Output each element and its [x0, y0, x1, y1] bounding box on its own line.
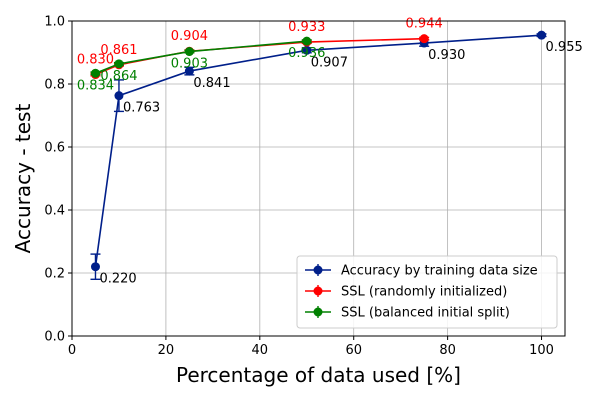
x-tick-label: 40: [252, 343, 269, 358]
y-tick-label: 0.2: [44, 267, 65, 282]
x-tick-label: 80: [439, 343, 456, 358]
data-point: [90, 262, 100, 272]
axis-ticks: 0 20 40 60 80 100 0.0 0.2 0.4 0.6 0.8 1.0: [44, 15, 554, 359]
y-tick-label: 0.8: [44, 78, 65, 93]
legend-box: [296, 255, 558, 329]
x-axis-title: Percentage of data used [%]: [176, 363, 461, 387]
legend-item: SSL (balanced initial split): [305, 306, 510, 321]
series-line: [94, 34, 542, 267]
data-point: [419, 34, 429, 44]
data-label: 0.930: [428, 48, 465, 63]
series-line: [95, 40, 307, 75]
data-point: [184, 66, 194, 76]
data-point: [302, 36, 312, 46]
y-tick-label: 0.0: [44, 330, 65, 345]
y-tick-label: 0.6: [44, 141, 65, 156]
data-point: [114, 59, 124, 69]
x-tick-label: 100: [529, 343, 554, 358]
data-label: 0.864: [100, 69, 137, 84]
x-tick-label: 0: [68, 343, 76, 358]
data-label: 0.904: [171, 29, 208, 44]
data-label: 0.763: [123, 101, 160, 116]
legend: Accuracy by training data size SSL (rando…: [296, 255, 558, 329]
legend-marker: [313, 307, 323, 317]
data-label: 0.841: [193, 76, 230, 91]
data-point: [302, 45, 312, 55]
data-label: 0.220: [99, 272, 136, 287]
legend-marker: [313, 265, 323, 275]
series-1: 0.220 0.763 0.841 0.907 0.930 0.955: [90, 30, 583, 287]
data-label: 0.933: [288, 20, 325, 35]
data-point: [184, 47, 194, 57]
legend-item: Accuracy by training data size: [305, 264, 538, 279]
data-point: [537, 30, 547, 40]
legend-label: SSL (balanced initial split): [341, 306, 510, 321]
legend-label: Accuracy by training data size: [341, 264, 538, 279]
legend-marker: [313, 286, 323, 296]
legend-item: SSL (randomly initialized): [305, 285, 507, 300]
y-tick-label: 1.0: [44, 15, 65, 30]
y-axis-title: Accuracy - test: [11, 104, 35, 254]
legend-label: SSL (randomly initialized): [341, 285, 507, 300]
plot-frame: [71, 20, 566, 337]
data-label: 0.944: [406, 17, 443, 32]
data-label: 0.907: [311, 55, 348, 70]
data-label: 0.903: [171, 57, 208, 72]
y-tick-label: 0.4: [44, 204, 65, 219]
x-tick-label: 60: [345, 343, 362, 358]
x-tick-label: 20: [158, 343, 175, 358]
data-label: 0.861: [100, 43, 137, 58]
data-point: [90, 68, 100, 78]
data-label: 0.936: [288, 46, 325, 61]
data-label: 0.955: [546, 40, 583, 55]
data-label: 0.834: [77, 78, 114, 93]
data-label: 0.830: [77, 53, 114, 68]
data-point: [114, 91, 124, 101]
plot-area: 0.220 0.763 0.841 0.907 0.930 0.955 0.8300.861…: [77, 17, 583, 287]
